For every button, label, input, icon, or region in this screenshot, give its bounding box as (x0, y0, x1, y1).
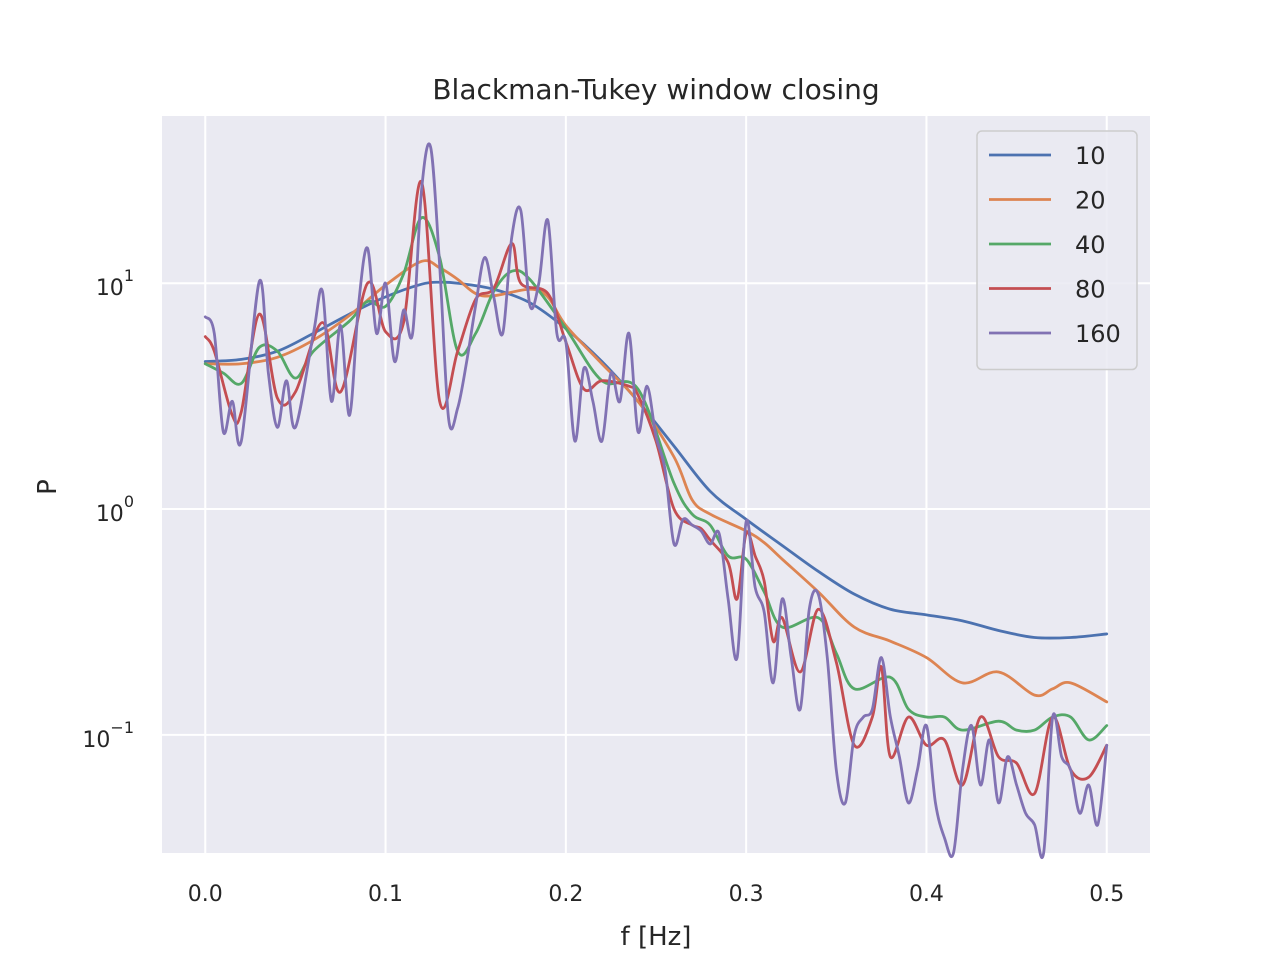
series-line-160 (203, 142, 1109, 859)
series-line-20 (203, 259, 1109, 704)
y-tick-label: 100 (96, 492, 134, 527)
legend: 10 20 40 80 160 (976, 130, 1138, 371)
x-tick-label: 0.4 (909, 882, 944, 907)
y-tick-label: 101 (96, 266, 134, 301)
x-axis-ticks: 0.0 0.1 0.2 0.3 0.4 0.5 (188, 882, 1124, 907)
legend-label-160: 160 (1075, 320, 1121, 348)
series-layer (203, 142, 1109, 859)
legend-label-10: 10 (1075, 142, 1106, 170)
x-tick-label: 0.2 (548, 882, 583, 907)
x-tick-label: 0.3 (729, 882, 764, 907)
y-axis-ticks: 10−1 100 101 (82, 266, 134, 753)
legend-label-80: 80 (1075, 276, 1106, 304)
x-axis-title: f [Hz] (621, 922, 692, 952)
x-tick-label: 0.0 (188, 882, 223, 907)
grid (162, 116, 1150, 853)
y-axis-title: P (33, 479, 63, 495)
chart-title: Blackman-Tukey window closing (432, 73, 879, 106)
x-tick-label: 0.5 (1089, 882, 1124, 907)
legend-box (976, 130, 1138, 371)
series-line-80 (203, 180, 1109, 797)
legend-label-20: 20 (1075, 187, 1106, 215)
legend-label-40: 40 (1075, 231, 1106, 259)
y-tick-label: 10−1 (82, 718, 134, 753)
x-tick-label: 0.1 (368, 882, 403, 907)
series-line-40 (203, 216, 1109, 742)
